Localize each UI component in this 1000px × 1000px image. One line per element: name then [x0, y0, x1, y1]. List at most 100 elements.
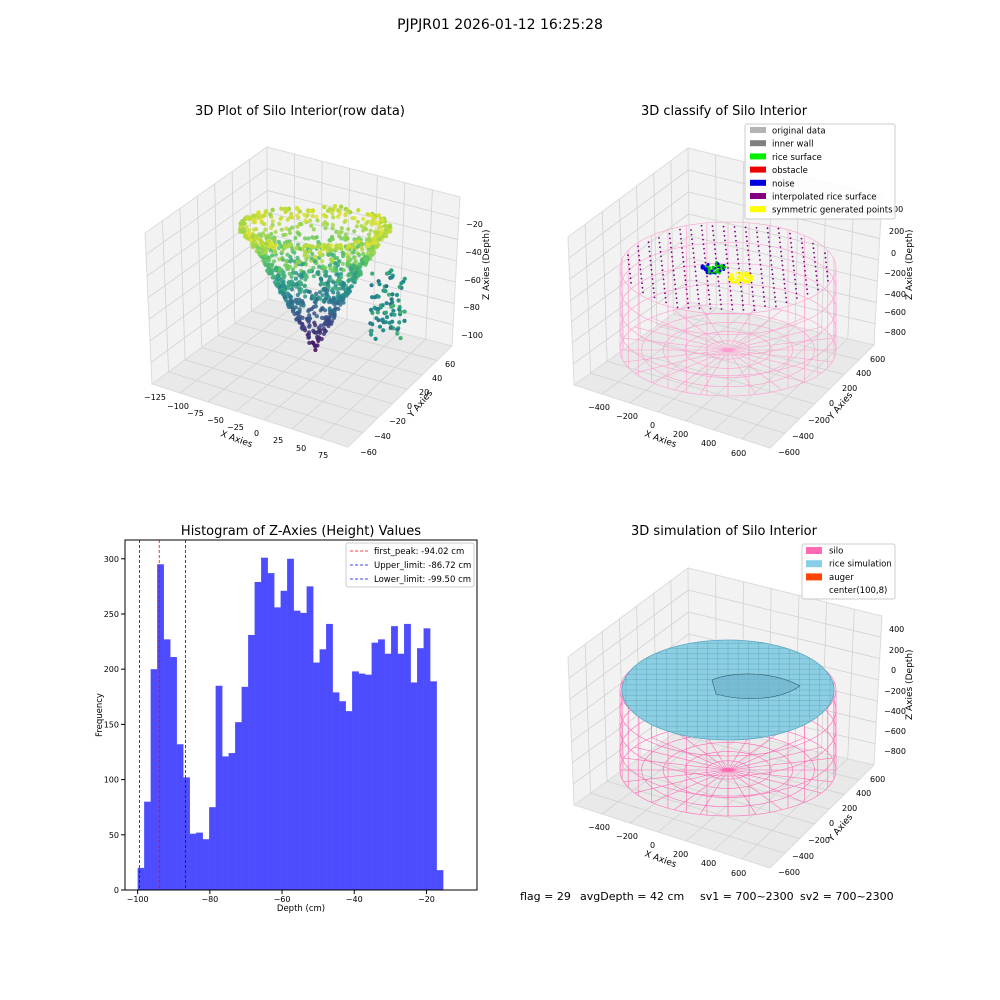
- interpolated-point: [649, 255, 651, 257]
- data-point: [370, 245, 375, 250]
- grid-line: [601, 307, 717, 395]
- data-point: [275, 277, 280, 282]
- data-point: [308, 218, 313, 223]
- interpolated-point: [698, 307, 701, 310]
- panel4-ytick: 0: [829, 819, 834, 828]
- data-point: [293, 305, 298, 310]
- grid-line: [145, 168, 268, 255]
- data-point: [260, 251, 265, 256]
- data-point: [356, 244, 361, 249]
- data-point: [397, 284, 402, 289]
- interpolated-point: [684, 279, 687, 282]
- data-point: [275, 273, 280, 278]
- panel4-ytick: −600: [778, 868, 800, 877]
- data-point: [402, 276, 407, 281]
- interpolated-point: [650, 268, 653, 271]
- interpolated-point: [714, 252, 717, 255]
- interpolated-point: [651, 273, 653, 276]
- grid-line: [291, 332, 400, 430]
- data-point: [338, 243, 343, 248]
- interpolated-point: [801, 242, 803, 245]
- data-point: [370, 271, 375, 276]
- grid-line: [689, 235, 878, 282]
- interpolated-point: [709, 307, 712, 310]
- panel4-ztick: 0: [891, 666, 896, 675]
- data-point: [376, 307, 381, 312]
- data-point: [371, 216, 377, 221]
- interpolated-point: [648, 245, 650, 248]
- interpolated-point: [703, 252, 706, 255]
- data-point: [391, 308, 396, 313]
- data-point: [377, 236, 382, 242]
- legend-label: auger: [829, 573, 854, 583]
- interpolated-point: [664, 296, 667, 299]
- data-point: [365, 242, 370, 247]
- data-point: [373, 295, 378, 300]
- data-point: [296, 242, 301, 247]
- interpolated-point: [815, 270, 817, 273]
- interpolated-point: [639, 268, 642, 271]
- data-point: [301, 261, 306, 266]
- interpolated-point: [757, 240, 759, 243]
- panel4-ztick: 200: [889, 646, 904, 655]
- panel4-xtick: 0: [650, 841, 655, 850]
- grid-line: [569, 191, 689, 280]
- figure-title: PJPJR01 2026-01-12 16:25:28: [397, 17, 603, 33]
- data-point: [326, 246, 331, 252]
- grid-line: [185, 359, 378, 419]
- data-point: [337, 259, 342, 264]
- data-point: [346, 272, 352, 277]
- data-point: [281, 282, 286, 288]
- data-point: [263, 253, 268, 258]
- interpolated-point: [802, 256, 805, 258]
- data-point: [322, 204, 327, 210]
- interpolated-point: [770, 259, 772, 262]
- data-point: [304, 257, 309, 262]
- grid-line: [570, 213, 690, 301]
- grid-line: [425, 189, 433, 340]
- interpolated-point: [785, 296, 787, 299]
- footer-sv2: sv2 = 700~2300: [800, 890, 894, 903]
- data-point: [246, 228, 252, 233]
- interpolated-point: [680, 242, 683, 245]
- panel1-xtick: −100: [167, 402, 189, 411]
- interpolated-point: [692, 252, 695, 254]
- data-point: [297, 273, 302, 278]
- data-point: [291, 299, 296, 304]
- interpolated-point: [752, 300, 755, 302]
- data-point: [344, 246, 350, 252]
- data-point: [369, 332, 374, 337]
- interpolated-point: [753, 304, 755, 307]
- interpolated-point: [679, 233, 682, 236]
- panel1-title: 3D Plot of Silo Interior(row data): [195, 104, 405, 119]
- legend-swatch: [806, 547, 822, 554]
- data-point: [279, 206, 284, 211]
- interpolated-point: [766, 227, 769, 230]
- interpolated-point: [682, 256, 684, 259]
- data-point: [271, 237, 276, 242]
- interpolated-point: [748, 258, 750, 261]
- data-point: [332, 313, 337, 319]
- interpolated-point: [685, 283, 687, 286]
- data-point: [350, 216, 355, 221]
- data-point: [317, 290, 323, 295]
- interpolated-point: [791, 255, 794, 258]
- data-point: [311, 227, 316, 232]
- data-point: [253, 236, 258, 241]
- grid-line: [320, 161, 323, 313]
- data-point: [293, 276, 299, 281]
- interpolated-point: [780, 255, 783, 258]
- interpolated-point: [679, 228, 681, 231]
- data-point: [248, 216, 253, 221]
- grid-line: [713, 332, 822, 431]
- grid-line: [619, 198, 625, 350]
- footer-sv1: sv1 = 700~2300: [700, 890, 794, 903]
- data-point: [280, 249, 285, 254]
- data-point: [304, 274, 309, 280]
- interpolated-point: [652, 282, 654, 285]
- data-point: [376, 294, 381, 299]
- interpolated-point: [779, 241, 781, 244]
- interpolated-point: [826, 275, 829, 278]
- data-point: [296, 301, 301, 306]
